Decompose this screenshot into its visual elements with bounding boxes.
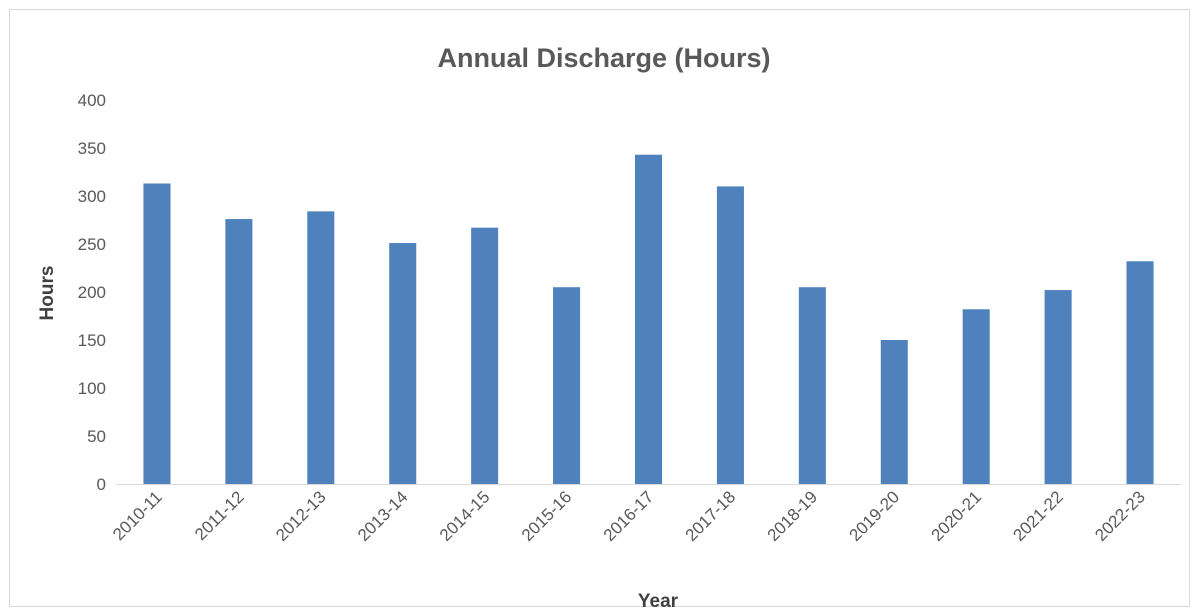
bar-2012-13	[307, 211, 335, 485]
chart-frame	[9, 9, 1190, 607]
bar-2021-22	[1044, 290, 1072, 484]
x-tick-label: 2011-12	[191, 487, 248, 544]
x-tick-label: 2014-15	[436, 487, 494, 545]
bar-2018-19	[798, 287, 826, 484]
x-tick-label: 2019-20	[846, 487, 904, 545]
bar-2019-20	[880, 340, 908, 484]
x-tick-label: 2015-16	[518, 487, 576, 545]
bar-2013-14	[389, 243, 417, 484]
bar-2022-23	[1126, 261, 1154, 484]
chart-title: Annual Discharge (Hours)	[437, 43, 770, 73]
bar-2016-17	[634, 154, 663, 484]
y-tick-label: 0	[97, 475, 106, 494]
bar-2015-16	[553, 287, 581, 484]
y-tick-label: 300	[78, 187, 106, 206]
bars	[143, 154, 1154, 485]
bar-2020-21	[962, 309, 990, 484]
x-axis-title: Year	[638, 591, 679, 612]
y-axis-ticks: 0 50 100 150 200 250 300 350 400	[78, 91, 106, 494]
bar-2011-12	[225, 219, 253, 485]
bar-2014-15	[471, 227, 499, 484]
y-tick-label: 350	[78, 139, 106, 158]
y-tick-label: 250	[78, 235, 106, 254]
bar-2010-11	[143, 183, 171, 484]
bar-2017-18	[716, 186, 744, 484]
y-tick-label: 50	[87, 427, 106, 446]
y-tick-label: 400	[78, 91, 106, 110]
x-tick-label: 2017-18	[682, 487, 740, 545]
x-tick-label: 2012-13	[272, 487, 330, 545]
y-tick-label: 100	[78, 379, 106, 398]
category-labels: 2010-11 2011-12 2012-13 2013-14 2014-15 2015-…	[109, 487, 1149, 545]
x-tick-label: 2020-21	[927, 487, 985, 545]
x-tick-label: 2013-14	[354, 487, 412, 545]
y-axis-title: Hours	[37, 266, 58, 321]
x-tick-label: 2010-11	[109, 487, 166, 544]
x-tick-label: 2016-17	[600, 487, 658, 545]
x-tick-label: 2021-22	[1009, 487, 1067, 545]
y-tick-label: 150	[78, 331, 106, 350]
x-tick-label: 2018-19	[764, 487, 822, 545]
x-tick-label: 2022-23	[1091, 487, 1149, 545]
y-tick-label: 200	[78, 283, 106, 302]
